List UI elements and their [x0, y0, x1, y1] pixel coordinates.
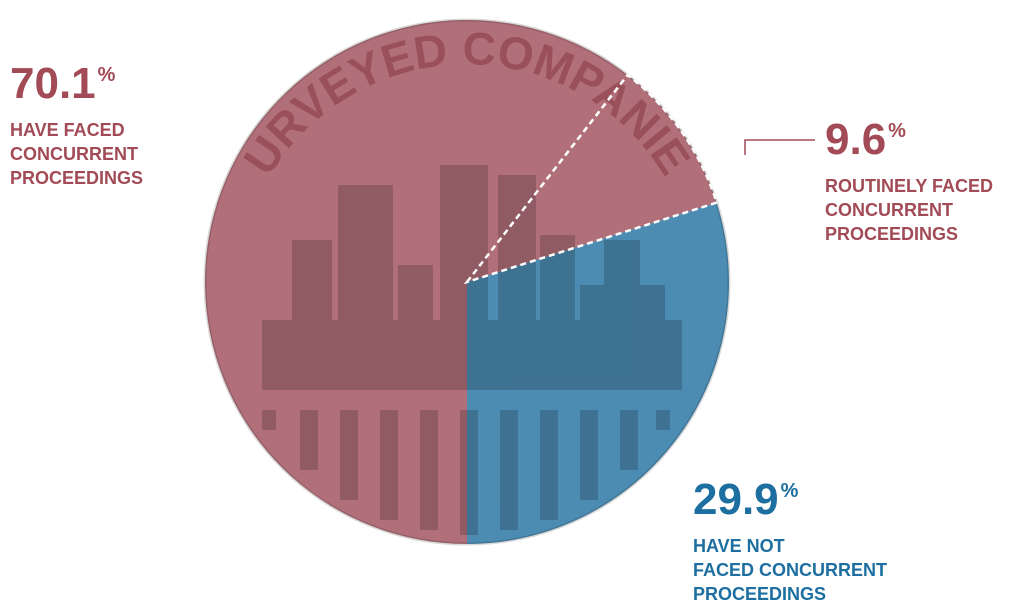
- category-label: HAVE NOT FACED CONCURRENT PROCEEDINGS: [693, 536, 888, 604]
- unit: %: [888, 120, 906, 142]
- value-label: 70.1: [10, 59, 96, 108]
- category-label: ROUTINELY FACED CONCURRENT PROCEEDINGS: [825, 176, 994, 244]
- value-label: 9.6: [825, 115, 887, 164]
- rim: [203, 18, 731, 546]
- pie-slice: [205, 20, 717, 545]
- leader-line: [744, 139, 815, 155]
- label-not-faced: 29.9% HAVE NOT FACED CONCURRENT PROCEEDI…: [693, 478, 887, 606]
- category-label: HAVE FACED CONCURRENT PROCEEDINGS: [10, 120, 144, 188]
- pie-slice: [467, 202, 729, 544]
- unit: %: [97, 64, 116, 86]
- inset-slice: [463, 73, 719, 285]
- label-routinely: 9.6% ROUTINELY FACED CONCURRENT PROCEEDI…: [825, 118, 993, 246]
- value-label: 29.9: [693, 475, 779, 524]
- unit: %: [780, 480, 799, 502]
- label-faced: 70.1% HAVE FACED CONCURRENT PROCEEDINGS: [10, 62, 143, 190]
- skyline: [262, 165, 682, 535]
